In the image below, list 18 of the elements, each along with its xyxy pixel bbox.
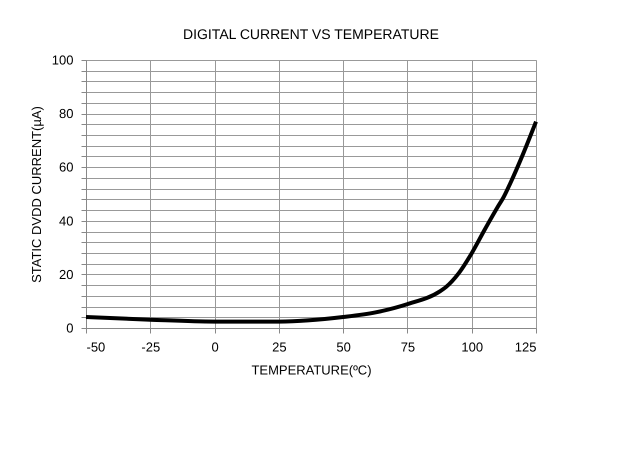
x-tick-label: -50 <box>86 340 106 354</box>
x-tick-label: 125 <box>514 340 536 354</box>
x-tick-label: 50 <box>336 340 351 354</box>
chart-title: DIGITAL CURRENT VS TEMPERATURE <box>183 26 439 42</box>
x-axis-title: TEMPERATURE(ºC) <box>251 362 372 378</box>
line-series <box>84 120 538 324</box>
y-tick-label: 40 <box>59 213 74 228</box>
y-tick-label: 0 <box>66 320 74 336</box>
y-axis-title: STATIC DVDD CURRENT(µA) <box>28 106 44 283</box>
x-tick-label: 25 <box>272 340 287 354</box>
y-tick-label: 60 <box>59 160 74 175</box>
x-tick-label: 100 <box>461 340 484 354</box>
x-tick-label: -25 <box>141 340 160 354</box>
x-tick-label: 0 <box>211 340 219 354</box>
x-tick-label: 75 <box>400 340 416 354</box>
y-tick-label: 20 <box>59 266 74 282</box>
y-tick-label: 80 <box>59 106 74 122</box>
y-tick-label: 100 <box>52 52 74 68</box>
